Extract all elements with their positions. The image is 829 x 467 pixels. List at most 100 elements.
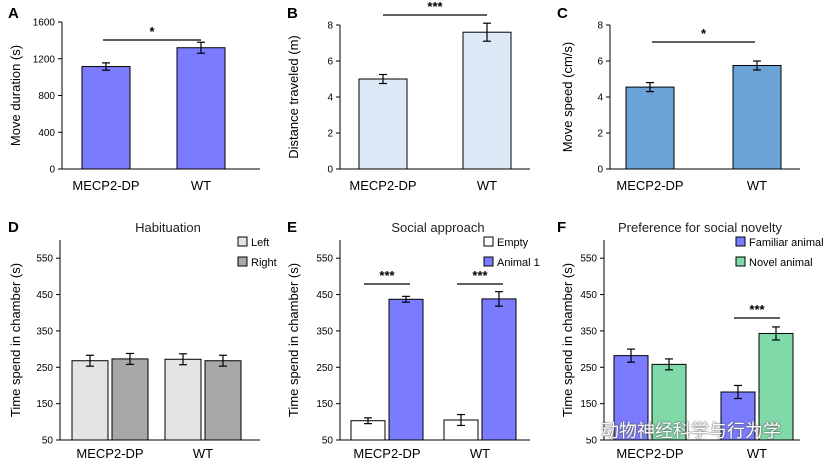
significance-label: *** <box>427 0 443 14</box>
y-tick-label: 4 <box>327 93 333 104</box>
legend-swatch <box>483 236 494 247</box>
panel-e: E Social approach 50 150 250 350 450 550 Time sp… <box>286 219 540 461</box>
y-tick-label: 350 <box>580 326 597 337</box>
panel-letter: B <box>287 5 298 22</box>
y-tick-label: 6 <box>327 57 333 68</box>
watermark: 动物神经科学与行为学 <box>575 416 781 444</box>
significance-label: * <box>149 24 155 39</box>
y-tick-label: 0 <box>49 165 55 176</box>
legend-swatch <box>237 236 248 247</box>
y-axis-label: Move speed (cm/s) <box>560 42 575 153</box>
bar <box>732 65 782 170</box>
y-tick-label: 400 <box>38 128 55 139</box>
y-tick-label: 1600 <box>33 18 56 29</box>
significance-label: *** <box>749 302 765 317</box>
legend-label: Left <box>251 237 269 249</box>
bar <box>204 360 242 441</box>
significance-label: *** <box>472 268 488 283</box>
x-tick-label: MECP2-DP <box>349 178 416 193</box>
panel-b: B 0 2 4 6 8 Distance traveled (m) MECP2-DP WT *** <box>286 0 530 193</box>
y-tick-label: 450 <box>36 290 53 301</box>
bar <box>71 360 109 441</box>
legend-swatch <box>237 256 248 267</box>
y-tick-label: 8 <box>327 21 333 32</box>
panel-letter: C <box>557 5 568 22</box>
legend-label: Animal 1 <box>497 257 540 269</box>
x-tick-label: MECP2-DP <box>353 446 420 461</box>
x-tick-label: WT <box>470 446 490 461</box>
legend-label: Right <box>251 257 277 269</box>
panel-d: D Habituation 50 150 250 350 450 550 Time spend … <box>8 219 277 461</box>
legend-label: Familiar animal <box>749 237 824 249</box>
legend-swatch <box>483 256 494 267</box>
bar <box>625 86 675 170</box>
x-tick-label: MECP2-DP <box>72 178 139 193</box>
bar <box>758 332 794 441</box>
legend-swatch <box>735 236 746 247</box>
significance-label: *** <box>379 268 395 283</box>
bar <box>388 298 424 441</box>
y-tick-label: 6 <box>597 57 603 68</box>
y-tick-label: 1200 <box>33 54 56 65</box>
panel-f: F Preference for social novelty 50 150 250 35… <box>557 219 824 461</box>
bar <box>81 66 131 170</box>
panel-title: Preference for social novelty <box>618 220 783 235</box>
y-tick-label: 0 <box>597 165 603 176</box>
y-tick-label: 250 <box>36 363 53 374</box>
y-tick-label: 2 <box>597 129 603 140</box>
x-tick-label: WT <box>747 178 767 193</box>
panel-c: C 0 2 4 6 8 Move speed (cm/s) MECP2-DP WT * <box>557 5 800 193</box>
y-tick-label: 50 <box>322 436 334 447</box>
y-tick-label: 8 <box>597 21 603 32</box>
x-tick-label: WT <box>191 178 211 193</box>
y-tick-label: 550 <box>36 254 53 265</box>
x-tick-label: MECP2-DP <box>616 178 683 193</box>
bar <box>720 391 756 441</box>
x-tick-label: WT <box>747 446 767 461</box>
y-tick-label: 150 <box>36 399 53 410</box>
legend-label: Novel animal <box>749 257 813 269</box>
y-tick-label: 450 <box>316 290 333 301</box>
bar <box>358 78 408 170</box>
x-tick-label: WT <box>477 178 497 193</box>
y-axis-label: Time spend in chamber (s) <box>8 263 23 417</box>
y-tick-label: 4 <box>597 93 603 104</box>
y-tick-label: 250 <box>316 363 333 374</box>
panel-title: Social approach <box>391 220 484 235</box>
bar <box>651 363 687 441</box>
y-axis-label: Time spend in chamber (s) <box>560 263 575 417</box>
y-tick-label: 0 <box>327 165 333 176</box>
bar <box>481 298 517 441</box>
y-tick-label: 50 <box>42 436 54 447</box>
y-tick-label: 2 <box>327 129 333 140</box>
y-tick-label: 50 <box>586 436 598 447</box>
y-tick-label: 150 <box>580 399 597 410</box>
x-tick-label: WT <box>193 446 213 461</box>
y-tick-label: 150 <box>316 399 333 410</box>
y-tick-label: 350 <box>316 326 333 337</box>
panel-a: A 0 400 800 1200 1600 Move duration (s) MECP2-D… <box>8 5 260 193</box>
significance-label: * <box>701 26 707 41</box>
y-tick-label: 800 <box>38 91 55 102</box>
bar <box>111 358 149 441</box>
y-tick-label: 450 <box>580 290 597 301</box>
x-tick-label: MECP2-DP <box>76 446 143 461</box>
x-tick-label: MECP2-DP <box>616 446 683 461</box>
y-tick-label: 550 <box>316 254 333 265</box>
bar <box>462 31 512 170</box>
panel-letter: D <box>8 219 19 236</box>
legend-label: Empty <box>497 237 529 249</box>
y-axis-label: Distance traveled (m) <box>286 35 301 159</box>
panel-letter: E <box>287 219 297 236</box>
wechat-icon <box>575 421 596 438</box>
legend-swatch <box>735 256 746 267</box>
y-tick-label: 350 <box>36 326 53 337</box>
panel-letter: A <box>8 5 19 22</box>
y-axis-label: Move duration (s) <box>8 45 23 146</box>
watermark-text: 动物神经科学与行为学 <box>601 421 781 442</box>
y-tick-label: 250 <box>580 363 597 374</box>
panel-title: Habituation <box>135 220 201 235</box>
panel-letter: F <box>557 219 566 236</box>
bar <box>176 47 226 170</box>
